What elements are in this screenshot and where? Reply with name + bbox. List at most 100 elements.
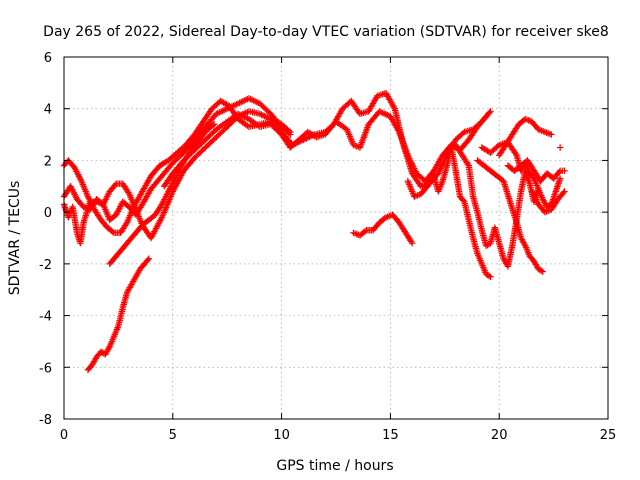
data-point-run — [180, 156, 197, 174]
data-point-run — [191, 137, 208, 154]
data-point-run — [78, 177, 91, 199]
y-tick-label: 0 — [44, 206, 52, 221]
data-point-run — [147, 174, 164, 193]
data-point-run — [104, 224, 116, 235]
data-point-run — [158, 189, 171, 208]
data-point-run — [97, 348, 108, 357]
data-point-run — [147, 215, 165, 242]
data-point-run — [524, 157, 537, 173]
data-point-run — [113, 246, 125, 260]
data-point-run — [141, 255, 153, 268]
data-point-run — [469, 193, 481, 214]
chart-title: Day 265 of 2022, Sidereal Day-to-day VTE… — [43, 24, 609, 40]
data-point-run — [504, 244, 516, 270]
data-point-run — [482, 240, 493, 249]
data-point-run — [182, 132, 197, 149]
data-point-run — [541, 128, 555, 138]
y-tick-label: -6 — [39, 361, 52, 376]
data-point-run — [99, 189, 113, 208]
data-point-run — [245, 95, 262, 107]
data-point-run — [169, 158, 186, 177]
data-point-run — [202, 135, 219, 151]
data-point-run — [411, 191, 423, 200]
data-point-run — [528, 118, 541, 132]
data-point-run — [158, 161, 175, 180]
series-arc-4 — [106, 121, 218, 268]
data-point-run — [106, 254, 119, 268]
x-tick-label: 5 — [169, 428, 177, 443]
data-point-run — [158, 189, 176, 221]
data-point-run — [73, 196, 86, 209]
x-tick-label: 0 — [60, 428, 68, 443]
data-point-run — [365, 94, 380, 115]
data-point-run — [71, 164, 84, 183]
series-arc-12 — [496, 115, 555, 159]
data-point-run — [448, 144, 459, 173]
data-point-run — [422, 168, 437, 185]
data-point-run — [123, 282, 134, 296]
x-tick-label: 10 — [273, 428, 290, 443]
data-point-run — [350, 141, 362, 151]
data-point-run — [522, 242, 533, 258]
data-point-run — [132, 223, 145, 237]
data-point-run — [404, 152, 419, 175]
data-point-run — [191, 125, 208, 143]
data-point-run — [417, 184, 430, 198]
data-point-run — [180, 137, 197, 156]
data-point-run — [554, 188, 568, 203]
data-point-run — [224, 101, 240, 112]
data-point-run — [165, 176, 178, 195]
data-point-run — [539, 196, 550, 209]
x-axis-label: GPS time / hours — [276, 458, 393, 474]
series-arc-15 — [556, 144, 564, 151]
data-point-run — [356, 228, 369, 239]
data-point-run — [535, 185, 546, 201]
data-point-run — [535, 201, 548, 215]
data-point-run — [487, 167, 499, 179]
data-point — [556, 144, 564, 151]
x-tick-label: 15 — [382, 428, 399, 443]
grid — [64, 57, 608, 419]
data-point-run — [202, 127, 219, 143]
data-point-run — [128, 275, 139, 288]
data-point-run — [204, 121, 218, 133]
plot-frame — [63, 56, 609, 420]
data-point-run — [287, 137, 301, 151]
data-point-run — [389, 211, 402, 225]
data-point-run — [474, 157, 486, 168]
data-point-run — [506, 198, 520, 224]
data-point-run — [93, 198, 105, 207]
y-tick-labels: -8 -6 -4 -2 0 2 4 6 — [39, 51, 52, 428]
series-arc-13 — [504, 157, 568, 185]
data-point-run — [332, 118, 349, 132]
data-point-run — [191, 135, 204, 149]
data-point-run — [202, 112, 219, 131]
series-arc-9 — [452, 141, 542, 270]
data-point-run — [117, 220, 130, 237]
data-point-run — [160, 171, 176, 190]
series-arc-2 — [60, 95, 294, 224]
data-point-run — [465, 216, 476, 240]
data-point-run — [256, 110, 273, 122]
data-point-run — [278, 121, 294, 136]
data-point-run — [511, 163, 523, 174]
data-point-run — [482, 271, 494, 280]
data-point-run — [119, 180, 132, 196]
data-point-run — [543, 202, 554, 211]
data-point-run — [145, 212, 158, 224]
data-point-run — [267, 121, 284, 137]
data-point-run — [245, 115, 262, 129]
y-tick-label: -8 — [39, 413, 52, 428]
data-point-run — [119, 238, 132, 252]
data-point-run — [256, 100, 273, 116]
series-arc-5 — [84, 255, 153, 374]
y-tick-label: -4 — [39, 310, 52, 325]
data-point-run — [152, 202, 165, 218]
data-point-run — [139, 174, 154, 195]
data-point-run — [478, 260, 489, 276]
data-point-run — [452, 130, 467, 143]
data-point-run — [67, 183, 80, 201]
data-point-run — [435, 153, 450, 177]
data-point-run — [550, 168, 563, 182]
